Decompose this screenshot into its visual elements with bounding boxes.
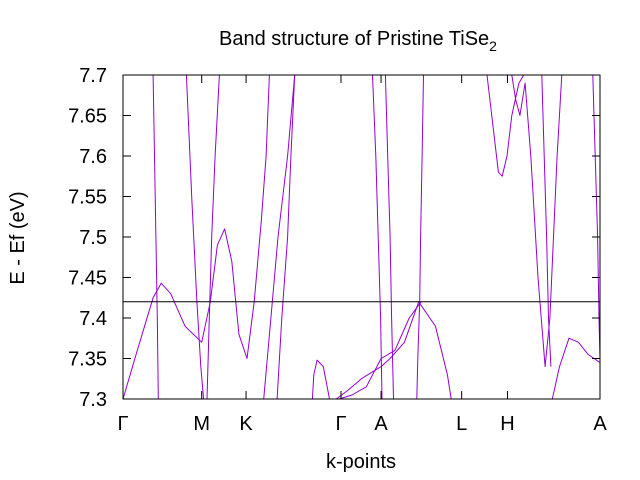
band-line-13 (416, 301, 421, 399)
band-line-5 (263, 75, 296, 399)
band-line-4 (123, 75, 270, 399)
band-line-1 (152, 75, 159, 399)
band-line-8 (335, 301, 452, 399)
y-tick-label: 7.4 (79, 308, 107, 330)
y-axis: 7.3 7.35 7.4 7.45 7.5 7.55 7.6 7.65 7.7 (68, 65, 600, 411)
y-tick-label: 7.45 (68, 268, 107, 290)
y-tick-label: 7.55 (68, 187, 107, 209)
band-line-10 (372, 75, 383, 399)
y-tick-label: 7.65 (68, 106, 107, 128)
y-tick-label: 7.35 (68, 349, 107, 371)
band-lines (123, 75, 600, 399)
y-tick-label: 7.6 (79, 146, 107, 168)
band-line-14 (486, 75, 525, 177)
band-line-15 (511, 75, 563, 368)
chart-title: Band structure of Pristine TiSe2 (219, 28, 497, 54)
x-axis-label: k-points (326, 451, 396, 473)
x-tick-label: K (239, 413, 253, 435)
band-line-18 (592, 75, 600, 359)
band-line-3 (206, 75, 220, 399)
y-axis-label: E - Ef (eV) (7, 191, 29, 284)
x-tick-label: L (456, 413, 467, 435)
y-tick-label: 7.5 (79, 227, 107, 249)
y-tick-label: 7.3 (79, 389, 107, 411)
x-tick-label: Γ (117, 413, 128, 435)
band-line-16 (541, 75, 552, 367)
band-line-12 (419, 75, 424, 302)
x-tick-label: A (374, 413, 388, 435)
x-tick-label: M (193, 413, 210, 435)
x-tick-label: A (593, 413, 607, 435)
band-line-6 (276, 75, 296, 399)
x-tick-label: Γ (335, 413, 346, 435)
x-tick-label: H (500, 413, 514, 435)
band-line-7 (311, 359, 330, 399)
band-line-2 (185, 75, 205, 399)
band-line-17 (551, 337, 600, 399)
band-line-11 (384, 75, 394, 399)
y-tick-label: 7.7 (79, 65, 107, 87)
